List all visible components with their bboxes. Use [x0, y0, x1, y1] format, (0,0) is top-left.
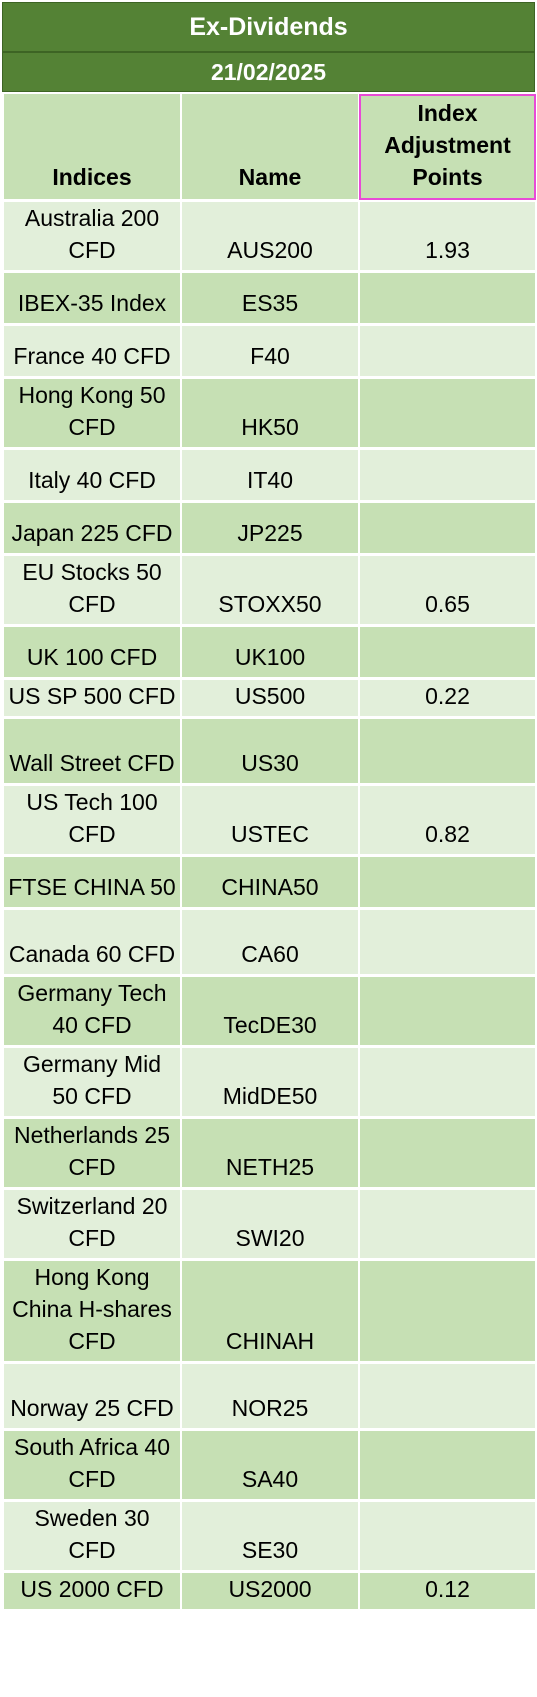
- cell-points: [358, 717, 537, 786]
- cell-index: Australia 200 CFD: [2, 200, 182, 273]
- cell-index: EU Stocks 50 CFD: [2, 554, 182, 627]
- cell-points: [358, 908, 537, 977]
- cell-points: [358, 975, 537, 1048]
- cell-points: [358, 1362, 537, 1431]
- cell-index: US 2000 CFD: [2, 1571, 182, 1612]
- cell-name: NOR25: [180, 1362, 360, 1431]
- cell-name: US2000: [180, 1571, 360, 1612]
- cell-name: SWI20: [180, 1188, 360, 1261]
- cell-name: UK100: [180, 625, 360, 680]
- table-row: Japan 225 CFD JP225: [2, 501, 537, 556]
- cell-index: Germany Tech 40 CFD: [2, 975, 182, 1048]
- cell-points: [358, 271, 537, 326]
- cell-points: [358, 377, 537, 450]
- cell-points: 0.22: [358, 678, 537, 719]
- sheet-date: 21/02/2025: [2, 52, 535, 92]
- cell-index: UK 100 CFD: [2, 625, 182, 680]
- table-row: Netherlands 25 CFD NETH25: [2, 1117, 537, 1190]
- cell-name: AUS200: [180, 200, 360, 273]
- cell-name: IT40: [180, 448, 360, 503]
- header-index-adjustment-points: Index Adjustment Points: [358, 94, 537, 202]
- sheet-title: Ex-Dividends: [2, 2, 535, 52]
- table-row: Wall Street CFD US30: [2, 717, 537, 786]
- cell-points: [358, 324, 537, 379]
- cell-points: 0.65: [358, 554, 537, 627]
- cell-index: France 40 CFD: [2, 324, 182, 379]
- cell-index: Netherlands 25 CFD: [2, 1117, 182, 1190]
- cell-points: 0.12: [358, 1571, 537, 1612]
- cell-name: JP225: [180, 501, 360, 556]
- table-row: Hong Kong 50 CFD HK50: [2, 377, 537, 450]
- cell-index: US SP 500 CFD: [2, 678, 182, 719]
- table-row: Germany Mid 50 CFD MidDE50: [2, 1046, 537, 1119]
- cell-index: US Tech 100 CFD: [2, 784, 182, 857]
- cell-index: South Africa 40 CFD: [2, 1429, 182, 1502]
- table-row: France 40 CFD F40: [2, 324, 537, 379]
- cell-name: F40: [180, 324, 360, 379]
- cell-points: [358, 625, 537, 680]
- table-row: Norway 25 CFD NOR25: [2, 1362, 537, 1431]
- cell-index: Sweden 30 CFD: [2, 1500, 182, 1573]
- cell-index: Canada 60 CFD: [2, 908, 182, 977]
- cell-name: CHINAH: [180, 1259, 360, 1364]
- cell-index: FTSE CHINA 50: [2, 855, 182, 910]
- table-row: Hong Kong China H-shares CFD CHINAH: [2, 1259, 537, 1364]
- table-row: US SP 500 CFD US500 0.22: [2, 678, 537, 719]
- table-row: Switzerland 20 CFD SWI20: [2, 1188, 537, 1261]
- cell-index: Germany Mid 50 CFD: [2, 1046, 182, 1119]
- cell-name: USTEC: [180, 784, 360, 857]
- cell-name: HK50: [180, 377, 360, 450]
- cell-points: [358, 501, 537, 556]
- cell-index: Hong Kong 50 CFD: [2, 377, 182, 450]
- table-row: Germany Tech 40 CFD TecDE30: [2, 975, 537, 1048]
- cell-points: [358, 1500, 537, 1573]
- cell-name: SA40: [180, 1429, 360, 1502]
- table-row: UK 100 CFD UK100: [2, 625, 537, 680]
- cell-index: Norway 25 CFD: [2, 1362, 182, 1431]
- cell-name: US500: [180, 678, 360, 719]
- cell-index: Wall Street CFD: [2, 717, 182, 786]
- table-row: Australia 200 CFD AUS200 1.93: [2, 200, 537, 273]
- table-row: FTSE CHINA 50 CHINA50: [2, 855, 537, 910]
- cell-index: Italy 40 CFD: [2, 448, 182, 503]
- cell-index: Hong Kong China H-shares CFD: [2, 1259, 182, 1364]
- table-row: South Africa 40 CFD SA40: [2, 1429, 537, 1502]
- table-row: Sweden 30 CFD SE30: [2, 1500, 537, 1573]
- table-row: US Tech 100 CFD USTEC 0.82: [2, 784, 537, 857]
- cell-name: MidDE50: [180, 1046, 360, 1119]
- cell-points: 0.82: [358, 784, 537, 857]
- ex-dividends-table: Indices Name Index Adjustment Points Aus…: [2, 94, 537, 1612]
- cell-points: 1.93: [358, 200, 537, 273]
- table-row: Canada 60 CFD CA60: [2, 908, 537, 977]
- cell-name: SE30: [180, 1500, 360, 1573]
- cell-name: CA60: [180, 908, 360, 977]
- cell-points: [358, 855, 537, 910]
- table-row: Italy 40 CFD IT40: [2, 448, 537, 503]
- header-name: Name: [180, 94, 360, 202]
- table-body: Australia 200 CFD AUS200 1.93 IBEX-35 Index…: [2, 200, 537, 1612]
- cell-name: US30: [180, 717, 360, 786]
- cell-name: CHINA50: [180, 855, 360, 910]
- cell-name: ES35: [180, 271, 360, 326]
- cell-points: [358, 1429, 537, 1502]
- cell-points: [358, 448, 537, 503]
- cell-name: NETH25: [180, 1117, 360, 1190]
- cell-points: [358, 1046, 537, 1119]
- cell-index: Japan 225 CFD: [2, 501, 182, 556]
- cell-name: TecDE30: [180, 975, 360, 1048]
- cell-points: [358, 1188, 537, 1261]
- cell-name: STOXX50: [180, 554, 360, 627]
- cell-points: [358, 1117, 537, 1190]
- table-row: US 2000 CFD US2000 0.12: [2, 1571, 537, 1612]
- header-indices: Indices: [2, 94, 182, 202]
- table-row: IBEX-35 Index ES35: [2, 271, 537, 326]
- cell-points: [358, 1259, 537, 1364]
- cell-index: IBEX-35 Index: [2, 271, 182, 326]
- header-row: Indices Name Index Adjustment Points: [2, 94, 537, 202]
- table-row: EU Stocks 50 CFD STOXX50 0.65: [2, 554, 537, 627]
- cell-index: Switzerland 20 CFD: [2, 1188, 182, 1261]
